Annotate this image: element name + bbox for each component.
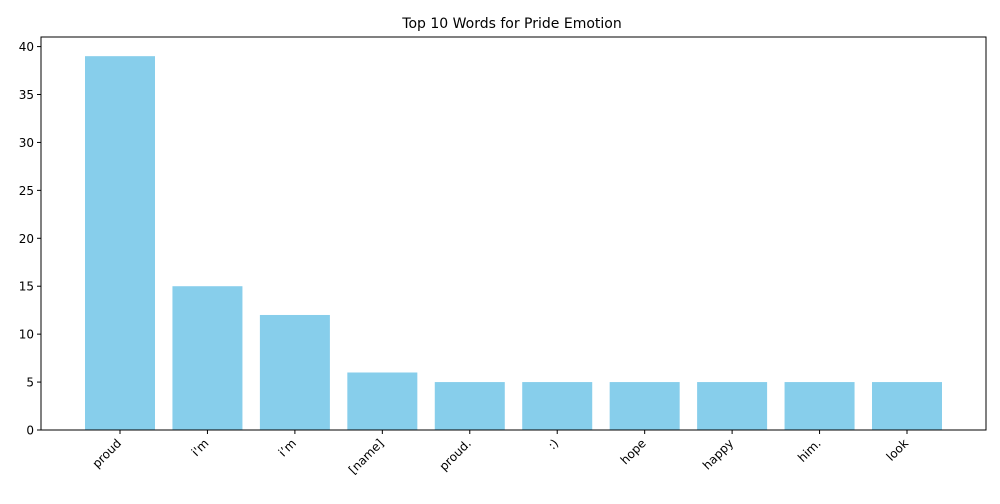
bars-layer: [85, 56, 942, 431]
bar-4: [434, 382, 505, 430]
bar-6: [609, 382, 680, 430]
plot-frame: [40, 36, 987, 431]
y-tick-label-5: 25: [19, 184, 34, 198]
y-tick-label-7: 35: [19, 88, 34, 102]
y-tick-label-2: 10: [19, 328, 34, 342]
bar-8: [784, 382, 855, 430]
bar-9: [872, 382, 942, 430]
y-tick-label-4: 20: [19, 232, 34, 246]
y-axis: 0 5 10 15 20 25 30 35 40: [19, 40, 41, 438]
y-tick-label-3: 15: [19, 280, 34, 294]
y-tick-label-8: 40: [19, 40, 34, 54]
y-tick-label-6: 30: [19, 136, 34, 150]
bar-1: [172, 286, 243, 430]
bar-5: [522, 382, 593, 430]
y-tick-label-1: 5: [26, 376, 34, 390]
bar-7: [697, 382, 768, 430]
bar-2: [259, 314, 330, 430]
bar-3: [347, 372, 418, 430]
bar-0: [85, 56, 155, 431]
y-tick-label-0: 0: [26, 424, 34, 438]
chart-title: Top 10 Words for Pride Emotion: [401, 16, 621, 32]
